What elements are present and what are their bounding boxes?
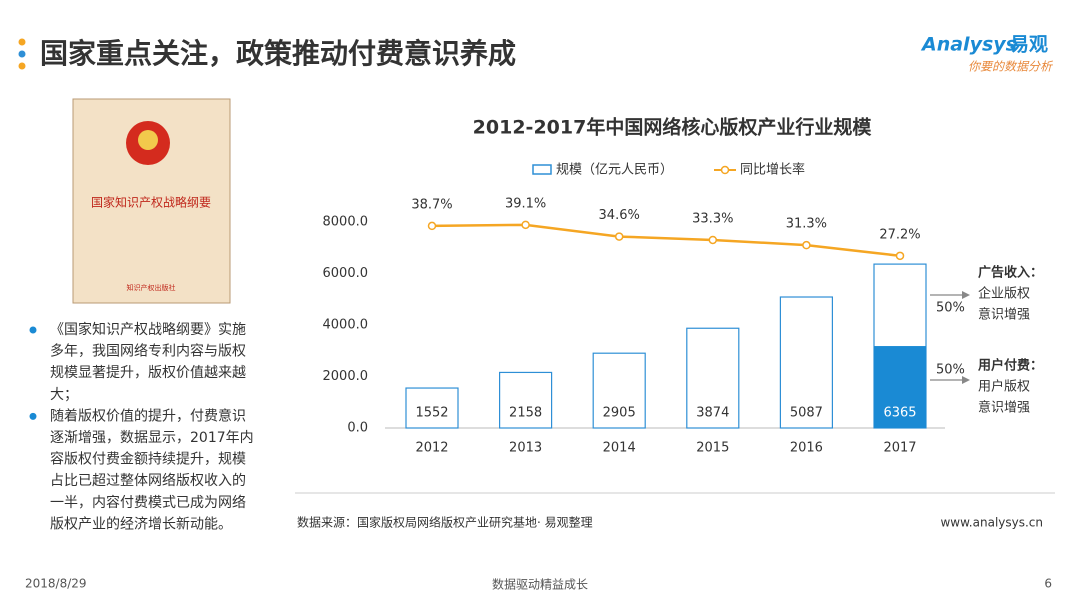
data-label: 6365 <box>883 406 916 421</box>
annotation-line: 意识增强 <box>978 307 1030 323</box>
data-label: 27.2% <box>879 227 920 242</box>
bullet-line: 占比已超过整体网络版权收入的 <box>50 473 246 489</box>
line-point <box>895 251 905 261</box>
annotation-line: 意识增强 <box>978 400 1030 416</box>
source: 数据来源：国家版权局网络版权产业研究基地· 易观整理 <box>297 515 593 530</box>
bar-segment <box>874 346 926 428</box>
data-label: 2905 <box>603 406 636 421</box>
bar <box>405 387 459 429</box>
bar <box>779 296 834 429</box>
line-point <box>521 220 530 230</box>
arrow-head <box>962 291 970 299</box>
y-tick-label: 8000.0 <box>323 215 369 230</box>
bar <box>686 327 740 429</box>
y-tick-label: 6000.0 <box>323 266 369 281</box>
x-tick-label: 2016 <box>790 441 823 456</box>
y-tick-label: 4000.0 <box>323 318 369 333</box>
footer-date: 2018/8/29 <box>25 577 87 591</box>
data-label: 31.3% <box>786 217 827 232</box>
logo: Analysys <box>920 34 1017 56</box>
annotation-line: 用户版权 <box>978 379 1030 395</box>
data-label: 38.7% <box>411 197 452 212</box>
share-label: 50% <box>936 301 965 316</box>
x-tick-label: 2012 <box>415 441 448 456</box>
dot <box>18 62 26 70</box>
bullet-line: 《国家知识产权战略纲要》实施 <box>50 321 246 338</box>
bullet-line: 大； <box>50 387 78 403</box>
data-label: 1552 <box>415 406 448 421</box>
bullet-line: 随着版权价值的提升，付费意识 <box>50 407 246 424</box>
data-label: 3874 <box>696 406 729 421</box>
website: www.analysys.cn <box>940 516 1043 530</box>
bullet-line: 一半，内容付费模式已成为网络 <box>50 494 246 511</box>
line-point <box>708 235 718 245</box>
book-publisher: 知识产权出版社 <box>127 283 176 292</box>
bullet-line: 容版权付费金额持续提升，规模 <box>50 451 246 468</box>
legend-label: 同比增长率 <box>740 162 805 178</box>
footer-tagline: 数据驱动精益成长 <box>492 577 588 592</box>
line-point <box>802 240 811 250</box>
emblem <box>138 130 158 150</box>
data-label: 33.3% <box>692 211 733 226</box>
page-number: 6 <box>1044 577 1052 591</box>
y-tick-label: 2000.0 <box>323 369 369 384</box>
bullet-line: 逐渐增强，数据显示，2017年内 <box>50 430 254 446</box>
arrow-head <box>962 376 970 384</box>
dot <box>18 50 26 58</box>
data-label: 39.1% <box>505 196 546 211</box>
bullet-line: 版权产业的经济增长新动能。 <box>50 516 232 532</box>
bullet-dot <box>29 326 37 334</box>
slogan: 你要的数据分析 <box>968 60 1054 74</box>
x-tick-label: 2014 <box>603 441 636 456</box>
data-label: 5087 <box>790 406 823 421</box>
x-tick-label: 2015 <box>696 441 729 456</box>
x-tick-label: 2017 <box>883 441 916 456</box>
x-tick-label: 2013 <box>509 441 542 456</box>
bullet-dot <box>29 412 37 420</box>
bullet-line: 规模显著提升，版权价值越来越 <box>50 365 246 381</box>
bar <box>499 371 553 429</box>
annotation-title: 广告收入： <box>978 265 1043 281</box>
bullet-list: 《国家知识产权战略纲要》实施多年，我国网络专利内容与版权规模显著提升，版权价值越… <box>29 321 254 532</box>
legend-swatch <box>532 164 552 175</box>
annotation-title: 用户付费： <box>977 358 1043 374</box>
bar <box>592 352 646 429</box>
y-tick-label: 0.0 <box>347 421 368 436</box>
legend-label: 规模（亿元人民币） <box>556 163 673 178</box>
bullet-line: 多年，我国网络专利内容与版权 <box>50 343 246 360</box>
line-point <box>614 232 624 241</box>
slide-title: 国家重点关注，政策推动付费意识养成 <box>40 37 516 70</box>
chart: 规模（亿元人民币） 同比增长率 0.0 2000.0 4000.0 6000.0 8000.… <box>323 162 1044 456</box>
chart-title: 2012-2017年中国网络核心版权产业行业规模 <box>473 116 873 139</box>
share-label: 50% <box>936 363 965 378</box>
line-point <box>427 221 437 231</box>
annotation-line: 企业版权 <box>978 286 1030 302</box>
legend-swatch <box>720 165 730 175</box>
dot <box>18 38 26 46</box>
book-title: 国家知识产权战略纲要 <box>91 195 211 210</box>
line <box>431 223 901 258</box>
logo-cn: 易观 <box>1010 34 1048 56</box>
data-label: 2158 <box>509 406 542 421</box>
data-label: 34.6% <box>599 208 640 223</box>
